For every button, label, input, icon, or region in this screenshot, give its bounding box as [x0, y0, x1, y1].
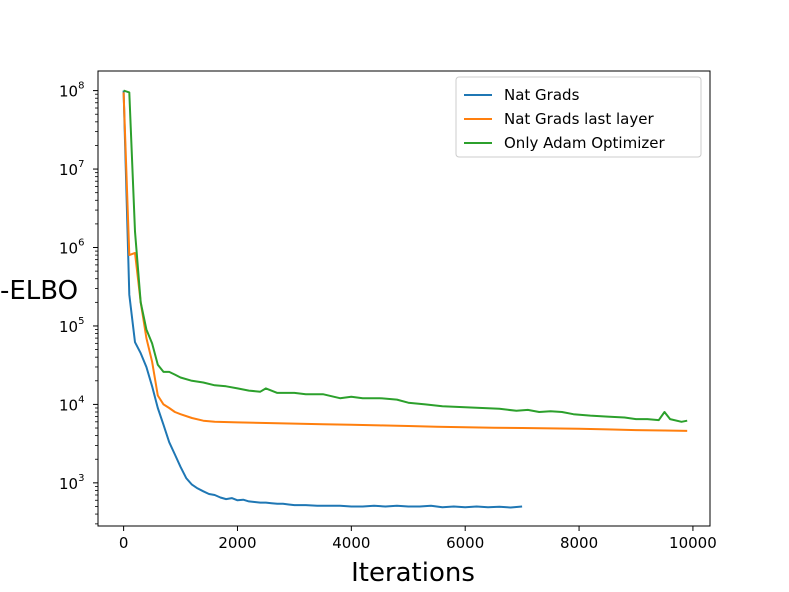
x-axis-label: Iterations: [351, 558, 475, 588]
x-tick-label: 4000: [332, 534, 370, 552]
legend-label-2: Nat Grads last layer: [504, 110, 654, 128]
x-axis-ticks: 0 2000 4000 6000 8000 10000: [119, 526, 717, 552]
x-tick-label: 6000: [446, 534, 484, 552]
series-line-1: [122, 90, 523, 509]
x-tick-label: 2000: [218, 534, 256, 552]
y-tick-label: 104: [59, 394, 84, 414]
series-line-2: [122, 92, 688, 432]
legend-label-1: Nat Grads: [504, 86, 580, 104]
y-tick-label: 107: [59, 159, 84, 179]
legend-box: [455, 76, 702, 158]
y-tick-label: 106: [59, 238, 84, 258]
y-tick-exponent: 8: [78, 81, 84, 92]
y-tick-exponent: 4: [78, 394, 84, 405]
y-axis-label: -ELBO: [0, 276, 78, 306]
y-tick-label: 105: [59, 316, 84, 336]
plot-frame: [97, 70, 711, 527]
legend: Nat Grads Nat Grads last layer Only Adam O…: [455, 76, 702, 158]
x-tick-label: 8000: [560, 534, 598, 552]
y-tick-exponent: 6: [78, 238, 84, 249]
series-line-3: [123, 89, 688, 423]
x-tick-label: 0: [119, 534, 129, 552]
x-tick-label: 10000: [669, 534, 717, 552]
series-lines: [122, 89, 688, 509]
y-tick-label: 103: [59, 473, 84, 493]
y-tick-label: 108: [59, 81, 84, 101]
y-tick-exponent: 3: [78, 473, 84, 484]
legend-label-3: Only Adam Optimizer: [504, 134, 665, 152]
y-tick-exponent: 5: [78, 316, 84, 327]
y-tick-exponent: 7: [78, 159, 84, 170]
